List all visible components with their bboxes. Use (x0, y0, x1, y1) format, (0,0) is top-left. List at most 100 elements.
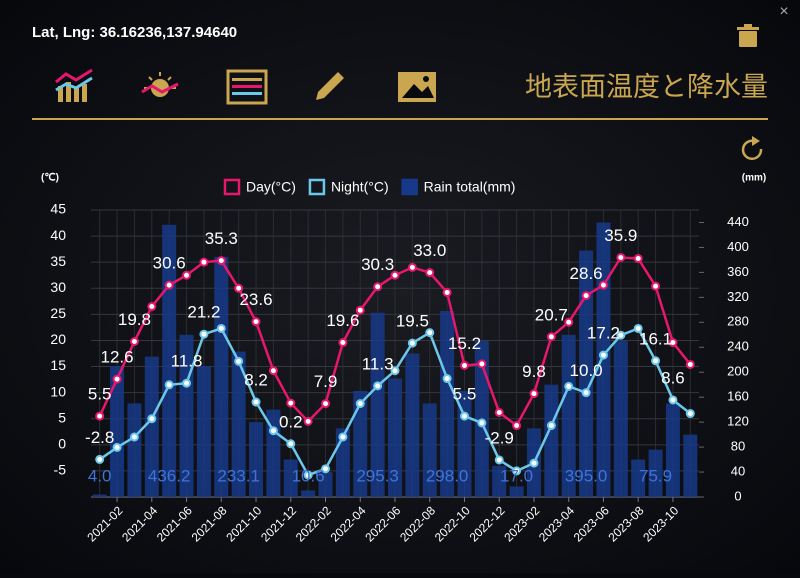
value-label: 5.5 (453, 385, 477, 404)
rain-bar (283, 459, 298, 497)
point (251, 397, 261, 407)
y-tick-label: 40 (50, 227, 66, 243)
y2-tick-label: 120 (727, 414, 749, 429)
y-tick-label: 5 (58, 409, 66, 425)
y2-tick-label: 40 (731, 463, 745, 478)
legend-swatch (223, 178, 241, 196)
point (182, 270, 192, 280)
y2-tick-label: 440 (727, 214, 749, 229)
value-label: 23.6 (239, 290, 272, 309)
value-label: 35.9 (604, 226, 637, 245)
point (564, 317, 574, 327)
point (95, 454, 105, 464)
rain-bar (301, 490, 316, 497)
value-label: 30.3 (361, 255, 394, 274)
value-label: 19.6 (326, 311, 359, 330)
rain-bar (370, 312, 385, 497)
point (355, 305, 365, 315)
value-label: 19.8 (118, 310, 151, 329)
value-label: 19.5 (396, 312, 429, 331)
point (529, 458, 539, 468)
point (407, 338, 417, 348)
point (147, 414, 157, 424)
point (512, 466, 522, 476)
point (546, 421, 556, 431)
point (373, 282, 383, 292)
rain-label: 10.6 (292, 466, 325, 485)
point (616, 252, 626, 262)
rain-label: 4.0 (88, 466, 112, 485)
rain-bar (127, 403, 142, 497)
rain-label: 295.3 (356, 466, 399, 485)
rain-bar (665, 403, 680, 497)
image-icon[interactable] (398, 72, 436, 102)
point (598, 280, 608, 290)
rain-label: 436.2 (148, 466, 191, 485)
point (651, 281, 661, 291)
y-tick-label: 35 (50, 253, 66, 269)
value-label: 33.0 (413, 241, 446, 260)
value-label: -2.9 (485, 428, 514, 447)
point (338, 432, 348, 442)
rain-label: 17.0 (500, 466, 533, 485)
value-label: 11.8 (171, 352, 203, 371)
point (390, 366, 400, 376)
rain-bar (440, 311, 455, 497)
edit-icon[interactable] (316, 72, 344, 100)
point (581, 388, 591, 398)
point (286, 398, 296, 408)
y2-tick-label: 320 (727, 289, 749, 304)
point (303, 416, 313, 426)
rain-label: 298.0 (426, 466, 469, 485)
point (199, 329, 209, 339)
refresh-icon[interactable] (741, 136, 763, 161)
point (442, 374, 452, 384)
rain-bar (509, 486, 524, 497)
value-label: 28.6 (570, 264, 603, 283)
rain-bar (579, 250, 594, 497)
point (164, 280, 174, 290)
y2-tick-label: 400 (727, 239, 749, 254)
delete-icon[interactable] (737, 24, 759, 47)
point (112, 374, 122, 384)
point (268, 426, 278, 436)
rain-bar (318, 472, 333, 497)
rain-bar (631, 459, 646, 497)
value-label: 0.2 (279, 412, 303, 431)
point (147, 302, 157, 312)
point (373, 381, 383, 391)
rain-label: 75.9 (639, 466, 672, 485)
point (216, 256, 226, 266)
table-icon[interactable] (226, 69, 268, 105)
rain-bar (422, 403, 437, 497)
y-tick-label: 30 (50, 279, 66, 295)
point (407, 262, 417, 272)
coords: Lat, Lng: 36.16236,137.94640 (32, 24, 237, 41)
point (581, 291, 591, 301)
value-label: 8.2 (244, 371, 268, 390)
value-label: 8.6 (661, 368, 685, 387)
value-label: 7.9 (314, 372, 338, 391)
y2-tick-label: 360 (727, 264, 749, 279)
legend-swatch (308, 178, 326, 196)
chart-icon[interactable] (55, 68, 93, 102)
point (564, 381, 574, 391)
sun-icon[interactable] (141, 72, 179, 97)
point (182, 378, 192, 388)
point (425, 328, 435, 338)
y2-tick-label: 200 (727, 364, 749, 379)
close-button[interactable]: × (779, 3, 788, 20)
point (494, 407, 504, 417)
rain-bar (405, 353, 420, 497)
y-axis-label: (℃) (41, 173, 59, 184)
point (268, 366, 278, 376)
point (234, 283, 244, 293)
value-label: 30.6 (153, 254, 186, 273)
point (598, 350, 608, 360)
rain-bar (492, 465, 507, 497)
point (459, 361, 469, 371)
value-label: 9.8 (522, 362, 546, 381)
rain-bar (353, 390, 368, 497)
point (164, 380, 174, 390)
